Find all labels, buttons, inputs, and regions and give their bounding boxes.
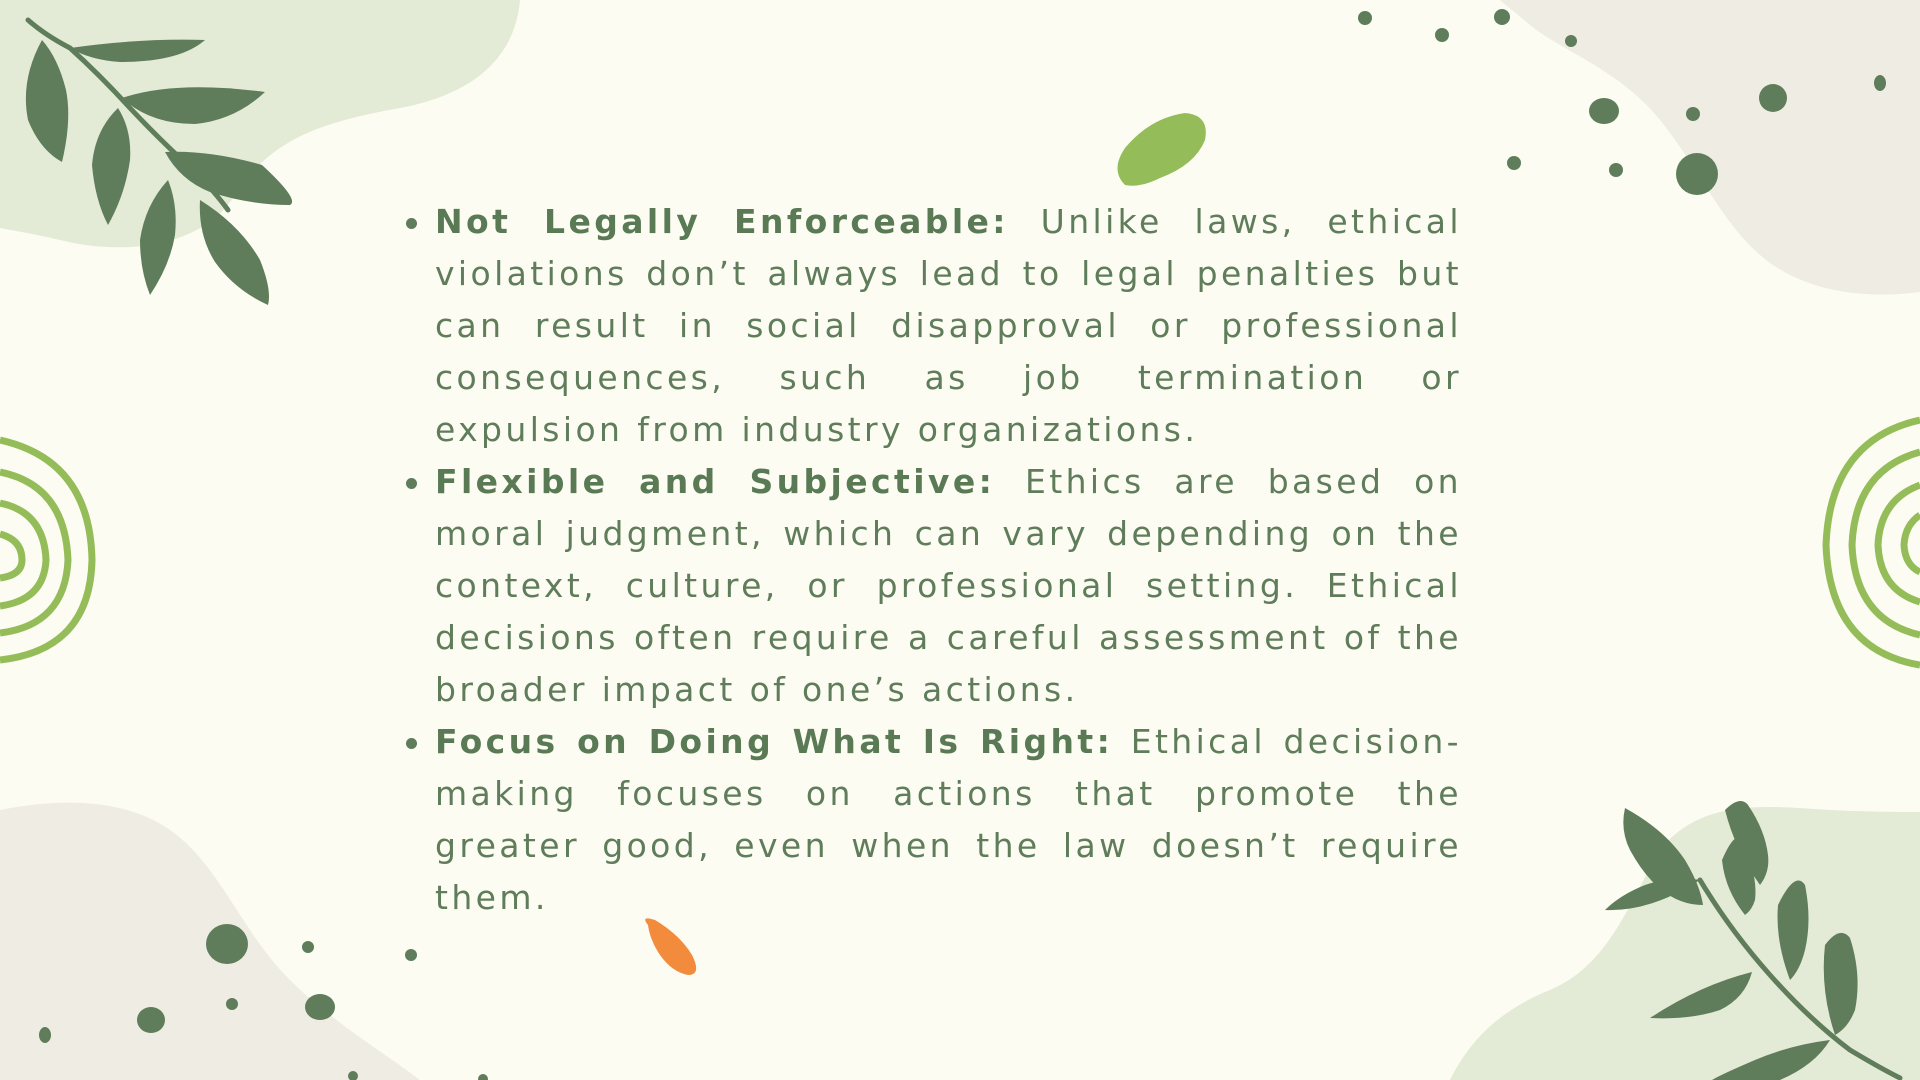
bullet-item-focus-on-doing-what-is-right: Focus on Doing What Is Right: Ethical de… [404, 716, 1462, 924]
top-right-dots [1358, 9, 1886, 195]
bullet-term: Not Legally Enforceable: [435, 202, 1009, 241]
bullet-term: Focus on Doing What Is Right: [435, 722, 1114, 761]
bullet-text: Ethical decision-making focuses on actio… [435, 722, 1462, 917]
bullet-text: Ethics are based on moral judgment, whic… [435, 462, 1462, 709]
right-ring-icon [1822, 416, 1920, 669]
orange-leaf-icon [645, 918, 697, 975]
content-area: Not Legally Enforceable: Unlike laws, et… [404, 196, 1462, 924]
bullet-item-not-legally-enforceable: Not Legally Enforceable: Unlike laws, et… [404, 196, 1462, 456]
bottom-right-branch-icon [1605, 801, 1903, 1080]
bullet-dot [406, 478, 417, 489]
bottom-left-dots [39, 924, 488, 1080]
top-right-blob [1500, 0, 1920, 295]
bullet-list: Not Legally Enforceable: Unlike laws, et… [404, 196, 1462, 924]
bullet-item-flexible-and-subjective: Flexible and Subjective: Ethics are base… [404, 456, 1462, 716]
bullet-dot [406, 218, 417, 229]
bullet-term: Flexible and Subjective: [435, 462, 996, 501]
top-left-branch-icon [25, 17, 293, 305]
top-center-leaf-icon [1117, 113, 1206, 186]
left-ring-icon [0, 436, 96, 664]
bullet-dot [406, 738, 417, 749]
bullet-text: Unlike laws, ethical violations don’t al… [435, 202, 1462, 449]
